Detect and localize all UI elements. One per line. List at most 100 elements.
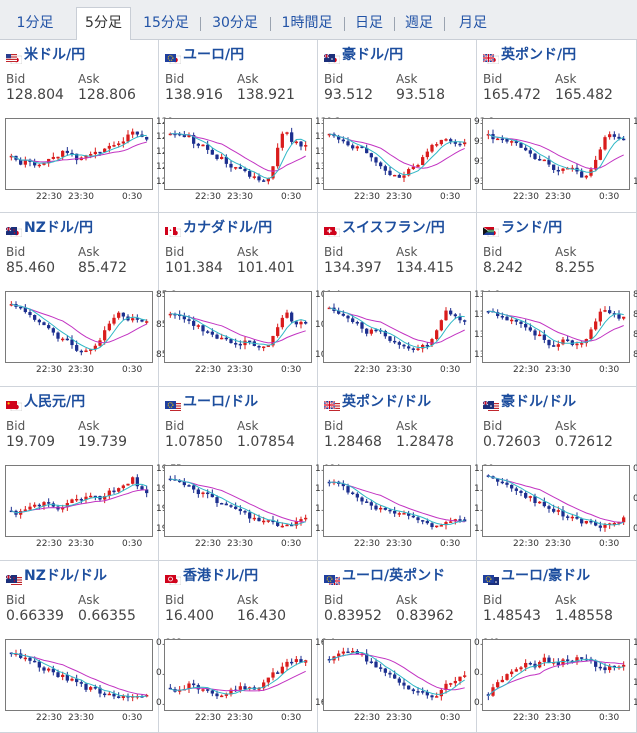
candle-body — [89, 349, 93, 351]
candle-body — [407, 685, 411, 690]
mini-candlestick-chart[interactable] — [482, 291, 630, 363]
mini-candlestick-chart[interactable] — [5, 639, 153, 711]
candle-body — [407, 169, 411, 176]
mini-chart-frame[interactable] — [5, 291, 153, 363]
currency-pair-link[interactable]: 豪ドル/円 — [342, 47, 404, 63]
candle-body — [178, 133, 182, 136]
mini-chart-frame[interactable] — [5, 118, 153, 190]
currency-pair-link[interactable]: 香港ドル/円 — [183, 568, 259, 584]
moving-average-long — [170, 133, 306, 172]
candle-body — [594, 321, 598, 330]
mini-candlestick-chart[interactable] — [164, 639, 312, 711]
mini-chart-frame[interactable] — [323, 118, 471, 190]
currency-pair-link[interactable]: ユーロ/円 — [183, 47, 245, 63]
mini-candlestick-chart[interactable] — [5, 118, 153, 190]
rate-card: 人民元/円BidAsk19.70919.73919.7519.719.6519.… — [0, 387, 182, 561]
currency-pair-link[interactable]: NZドル/ドル — [24, 568, 107, 584]
candle-body — [70, 152, 74, 155]
candle-body — [224, 156, 228, 164]
mini-candlestick-chart[interactable] — [323, 465, 471, 537]
candle-body — [500, 481, 504, 484]
currency-pair-link[interactable]: ランド/円 — [501, 220, 563, 236]
y-tick-label: 1.484 — [633, 678, 637, 688]
mini-candlestick-chart[interactable] — [164, 118, 312, 190]
candle-body — [220, 337, 224, 340]
candle-body — [519, 667, 523, 670]
moving-average-long — [488, 475, 624, 523]
currency-pair-link[interactable]: スイスフラン/円 — [342, 220, 445, 236]
currency-pair-link[interactable]: ユーロ/英ポンド — [342, 568, 446, 584]
currency-pair-link[interactable]: NZドル/円 — [24, 220, 93, 236]
currency-pair-link[interactable]: 米ドル/円 — [24, 47, 86, 63]
currency-flag-icon — [324, 222, 341, 238]
tab-6[interactable]: 週足 — [405, 15, 433, 31]
tab-4[interactable]: 1時間足 — [281, 15, 333, 31]
currency-pair-link[interactable]: 英ポンド/ドル — [342, 394, 432, 410]
ask-value: 1.07854 — [237, 434, 295, 450]
candle-body — [341, 139, 345, 142]
candle-body — [42, 667, 46, 671]
candle-body — [411, 348, 415, 350]
candle-body — [430, 144, 434, 152]
candle-body — [271, 520, 275, 523]
moving-average-short — [488, 133, 624, 173]
tab-2[interactable]: 15分足 — [143, 15, 189, 31]
x-tick-label: 0:30 — [281, 192, 302, 202]
candle-body — [402, 175, 406, 178]
mini-candlestick-chart[interactable] — [164, 291, 312, 363]
candle-body — [182, 134, 186, 138]
ask-label: Ask — [555, 245, 577, 259]
candle-body — [262, 346, 266, 349]
candle-body — [435, 144, 439, 146]
candle-body — [566, 516, 570, 518]
tab-5[interactable]: 日足 — [355, 15, 383, 31]
tab-3[interactable]: 30分足 — [212, 15, 258, 31]
candle-body — [266, 520, 270, 522]
mini-candlestick-chart[interactable] — [482, 118, 630, 190]
mini-candlestick-chart[interactable] — [5, 291, 153, 363]
mini-candlestick-chart[interactable] — [482, 639, 630, 711]
mini-chart-frame[interactable] — [5, 465, 153, 537]
mini-candlestick-chart[interactable] — [482, 465, 630, 537]
mini-chart-frame[interactable] — [323, 291, 471, 363]
candle-body — [294, 521, 298, 526]
mini-candlestick-chart[interactable] — [323, 639, 471, 711]
mini-candlestick-chart[interactable] — [323, 291, 471, 363]
mini-candlestick-chart[interactable] — [164, 465, 312, 537]
candle-body — [103, 148, 107, 153]
currency-pair-link[interactable]: ユーロ/ドル — [183, 394, 259, 410]
currency-pair-link[interactable]: 豪ドル/ドル — [501, 394, 577, 410]
tab-7[interactable]: 月足 — [459, 15, 487, 31]
currency-pair-link[interactable]: 人民元/円 — [24, 394, 86, 410]
candle-body — [561, 339, 565, 345]
candle-body — [538, 501, 542, 504]
x-tick-label: 0:30 — [122, 365, 143, 375]
mini-candlestick-chart[interactable] — [5, 465, 153, 537]
moving-average-short — [11, 652, 147, 698]
candle-body — [556, 662, 560, 666]
ask-label: Ask — [237, 593, 259, 607]
candle-body — [248, 171, 252, 177]
candle-body — [449, 683, 453, 685]
candle-body — [224, 694, 228, 696]
candle-body — [575, 516, 579, 519]
tab-0[interactable]: 1分足 — [16, 15, 54, 31]
candle-body — [393, 674, 397, 679]
mini-candlestick-chart[interactable] — [323, 118, 471, 190]
ask-value: 138.921 — [237, 87, 295, 103]
tab-1[interactable]: 5分足 — [76, 7, 131, 40]
currency-pair-link[interactable]: ユーロ/豪ドル — [501, 568, 591, 584]
currency-pair-link[interactable]: カナダドル/円 — [183, 220, 273, 236]
mini-chart-frame[interactable] — [482, 291, 630, 363]
candle-body — [514, 141, 518, 144]
candle-body — [341, 483, 345, 487]
bid-value: 128.804 — [6, 87, 64, 103]
moving-average-short — [11, 483, 147, 514]
y-tick-label: 1.488 — [633, 638, 637, 648]
candle-body — [594, 521, 598, 526]
bid-value: 16.400 — [165, 608, 214, 624]
mini-chart-frame[interactable] — [164, 639, 312, 711]
currency-pair-link[interactable]: 英ポンド/円 — [501, 47, 577, 63]
candle-body — [103, 496, 107, 500]
candle-body — [524, 492, 528, 498]
